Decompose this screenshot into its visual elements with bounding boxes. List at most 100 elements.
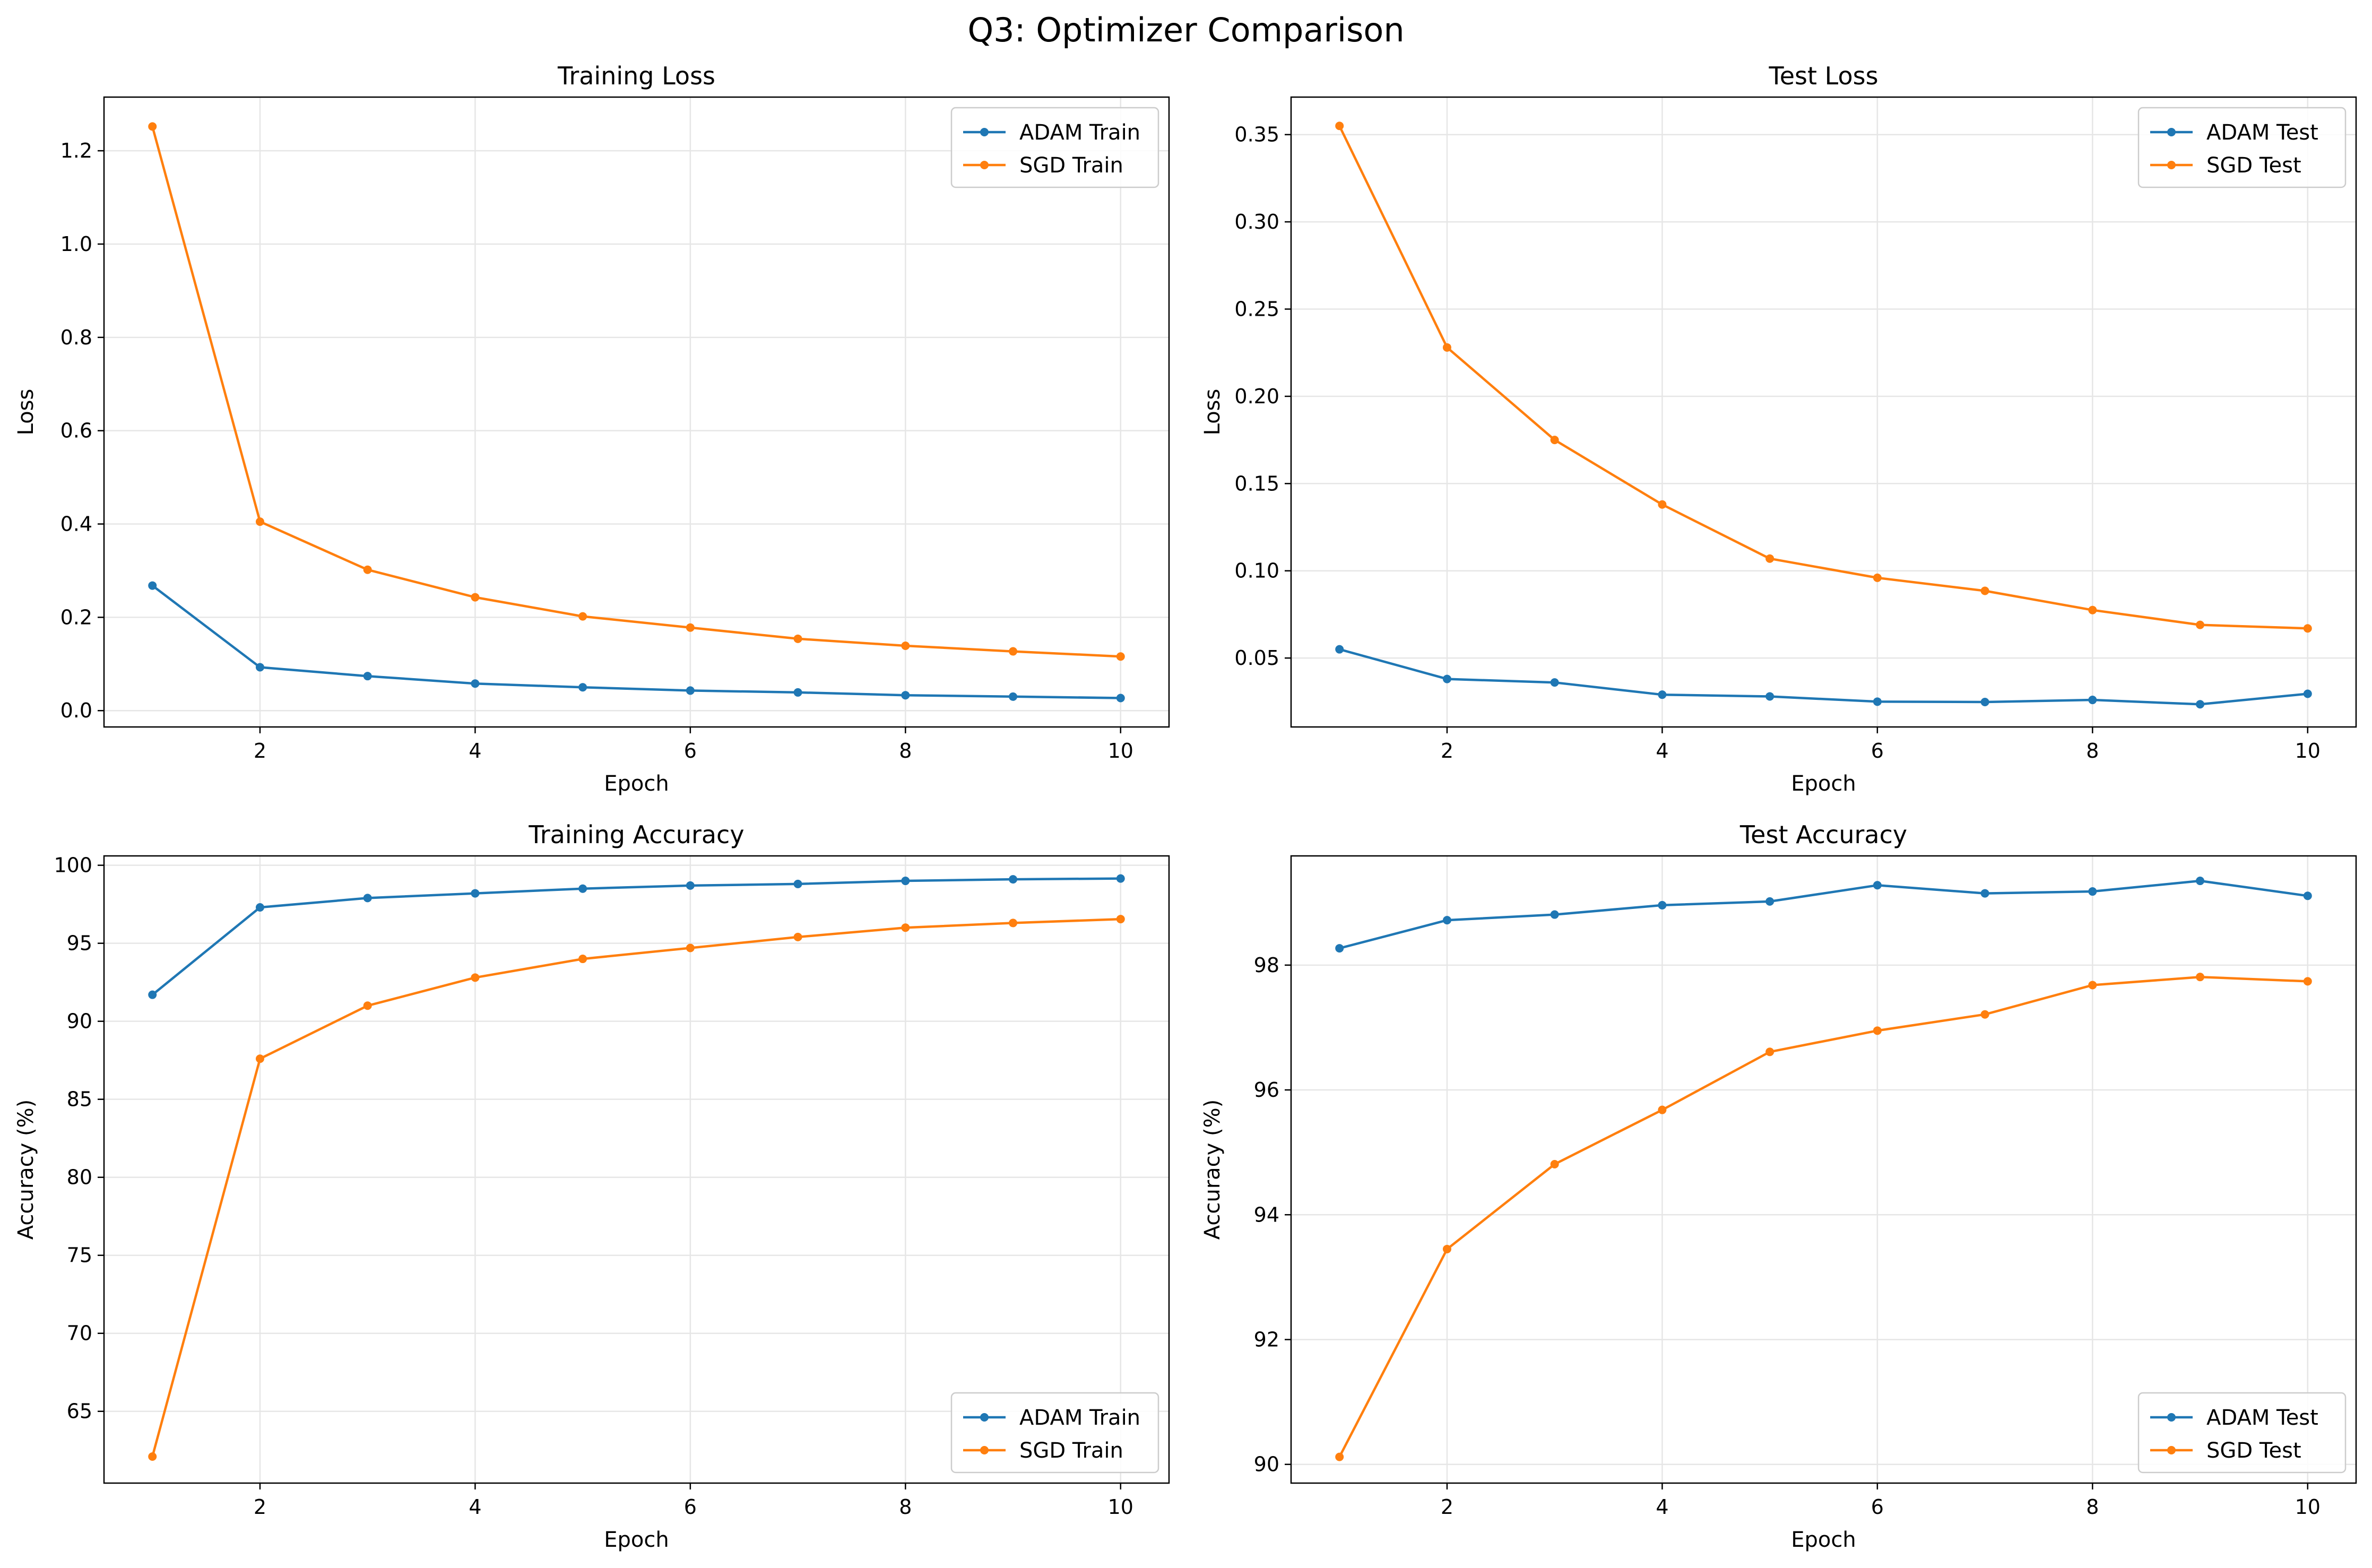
training-loss-title: Training Loss [557, 62, 715, 90]
test-accuracy-adam-test-point [1980, 889, 1989, 898]
test-accuracy-sgd-test-point [1873, 1026, 1882, 1035]
training-loss-sgd-train-point [686, 623, 695, 632]
test-accuracy-title: Test Accuracy [1739, 820, 1907, 849]
test-loss-sgd-test-point [1442, 343, 1451, 352]
training-accuracy-legend-box [950, 1392, 1159, 1474]
training-loss-y-tick-label: 1.0 [60, 232, 92, 256]
training-loss-y-tick-label: 0.2 [60, 605, 92, 629]
training-accuracy-sgd-train-point [148, 1452, 157, 1461]
test-loss-sgd-test-point [2088, 605, 2097, 614]
training-accuracy-sgd-train-point [255, 1054, 264, 1063]
training-accuracy-y-tick-label: 70 [67, 1322, 92, 1345]
test-loss-adam-test-point [1658, 690, 1667, 699]
training-accuracy-panel: 2 4 6 8 10 65 70 75 80 85 90 95 100 Training Accuracy… [14, 820, 1170, 1552]
test-loss-adam-test-point [1765, 692, 1774, 701]
test-accuracy-sgd-test-point [1658, 1105, 1667, 1114]
training-loss-legend-sgd-train-marker [980, 161, 989, 169]
training-loss-sgd-train-point [578, 612, 587, 621]
training-loss-y-tick-label: 1.2 [60, 139, 92, 162]
training-accuracy-x-tick-label: 4 [469, 1495, 481, 1519]
test-accuracy-legend-adam-test-label: ADAM Test [2206, 1406, 2318, 1430]
test-loss-adam-test-point [1335, 645, 1344, 654]
training-loss-panel: 2 4 6 8 10 0.0 0.2 0.4 0.6 0.8 1.0 1.2 Training Loss… [14, 62, 1170, 796]
test-loss-x-tick-label: 4 [1656, 739, 1668, 763]
training-accuracy-adam-train-point [148, 990, 157, 999]
test-loss-sgd-test-point [1550, 436, 1559, 445]
test-accuracy-adam-test-point [1765, 897, 1774, 906]
test-loss-sgd-test-line [1338, 125, 2308, 630]
training-accuracy-y-tick-label: 80 [67, 1166, 92, 1189]
training-accuracy-adam-train-point [1116, 874, 1125, 883]
training-accuracy-x-tick-label: 8 [899, 1495, 912, 1519]
training-loss-adam-train-point [1009, 692, 1018, 701]
test-accuracy-legend: ADAM Test SGD Test [2137, 1392, 2347, 1474]
test-loss-adam-test-line [1339, 648, 2308, 706]
test-loss-adam-test-point [1873, 697, 1882, 706]
training-accuracy-sgd-train-line [151, 917, 1121, 1457]
training-accuracy-y-tick-label: 75 [67, 1244, 92, 1267]
training-loss-adam-train-point [686, 686, 695, 695]
training-accuracy-sgd-train-point [578, 955, 587, 964]
training-accuracy-legend: ADAM Train SGD Train [950, 1392, 1159, 1474]
test-loss-adam-test-point [2196, 700, 2205, 709]
training-accuracy-x-tick-label: 6 [684, 1495, 697, 1519]
test-loss-axes-frame [1290, 96, 2357, 728]
training-accuracy-sgd-train-point [1009, 919, 1018, 928]
training-loss-sgd-train-point [255, 517, 264, 526]
test-loss-legend-sgd-test-marker [2167, 161, 2176, 169]
training-loss-x-tick-label: 6 [684, 739, 697, 763]
training-loss-sgd-train-point [1009, 647, 1018, 656]
training-accuracy-title: Training Accuracy [528, 820, 744, 849]
test-loss-sgd-test-point [1765, 554, 1774, 563]
test-loss-title: Test Loss [1768, 62, 1878, 90]
test-accuracy-y-tick-label: 98 [1254, 954, 1279, 977]
test-loss-x-tick-label: 2 [1441, 739, 1453, 763]
training-loss-legend: ADAM Train SGD Train [950, 107, 1159, 188]
test-accuracy-sgd-test-point [1765, 1047, 1774, 1056]
training-accuracy-sgd-train-point [901, 923, 910, 932]
training-accuracy-sgd-train-point [363, 1001, 372, 1010]
training-accuracy-legend-sgd-train-label: SGD Train [1019, 1439, 1123, 1463]
training-accuracy-sgd-train-point [793, 932, 802, 941]
test-accuracy-axes-frame [1290, 855, 2357, 1484]
test-loss-adam-test-point [2303, 689, 2312, 698]
test-accuracy-y-tick-label: 96 [1254, 1078, 1279, 1102]
training-loss-y-tick-label: 0.0 [60, 699, 92, 722]
training-loss-adam-train-point [363, 672, 372, 681]
training-loss-sgd-train-point [148, 122, 157, 131]
test-accuracy-adam-test-line [1339, 879, 2308, 950]
training-loss-legend-sgd-train-label: SGD Train [1019, 153, 1123, 178]
test-loss-adam-test-point [1442, 674, 1451, 683]
test-loss-x-axis-label: Epoch [1791, 772, 1856, 796]
test-accuracy-x-axis-label: Epoch [1791, 1528, 1856, 1552]
test-loss-y-tick-label: 0.10 [1234, 559, 1279, 583]
test-accuracy-adam-test-point [1550, 910, 1559, 919]
training-loss-sgd-train-line [151, 126, 1121, 658]
test-accuracy-x-tick-label: 4 [1656, 1495, 1668, 1519]
test-accuracy-x-tick-label: 10 [2295, 1495, 2321, 1519]
training-accuracy-adam-train-point [1009, 875, 1018, 884]
training-accuracy-adam-train-point [901, 877, 910, 886]
test-loss-legend-adam-test-marker [2167, 128, 2176, 136]
training-loss-axes-frame [103, 96, 1170, 728]
training-accuracy-y-tick-label: 65 [67, 1400, 92, 1423]
test-loss-y-tick-label: 0.05 [1234, 646, 1279, 670]
test-accuracy-panel: 2 4 6 8 10 90 92 94 96 98 Test Accuracy Epoch Accura… [1200, 820, 2357, 1552]
test-loss-y-tick-label: 0.15 [1234, 472, 1279, 495]
training-accuracy-adam-train-point [578, 884, 587, 893]
test-accuracy-adam-test-point [2088, 887, 2097, 896]
training-loss-y-tick-label: 0.6 [60, 419, 92, 443]
training-accuracy-y-tick-label: 90 [67, 1010, 92, 1033]
test-accuracy-sgd-test-point [1550, 1160, 1559, 1169]
test-loss-sgd-test-point [1335, 122, 1344, 131]
test-loss-sgd-test-point [1658, 500, 1667, 509]
test-loss-legend-sgd-test-label: SGD Test [2206, 153, 2301, 178]
test-accuracy-adam-test-point [2196, 877, 2205, 886]
training-accuracy-legend-adam-train-label: ADAM Train [1019, 1406, 1140, 1430]
test-accuracy-x-tick-label: 2 [1441, 1495, 1453, 1519]
test-accuracy-sgd-test-point [1442, 1244, 1451, 1253]
test-accuracy-y-tick-label: 92 [1254, 1328, 1279, 1351]
training-loss-adam-train-point [148, 581, 157, 590]
test-loss-legend-box [2137, 107, 2347, 188]
